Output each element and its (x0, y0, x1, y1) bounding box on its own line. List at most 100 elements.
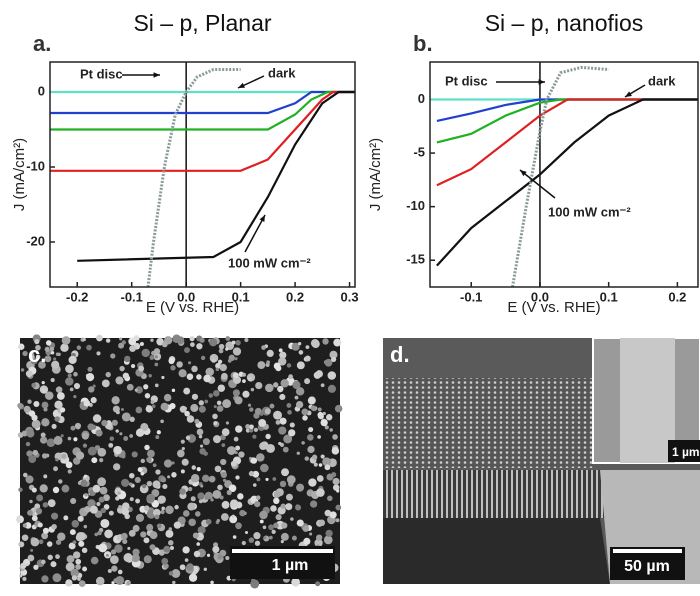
grain (115, 429, 119, 433)
grain (163, 459, 173, 468)
grain (295, 400, 304, 409)
grain (19, 574, 23, 578)
grain (80, 479, 88, 487)
grain (335, 504, 342, 511)
grain (16, 515, 24, 524)
grain (325, 529, 333, 537)
grain (200, 484, 204, 488)
grain (212, 435, 222, 444)
grain (34, 339, 40, 345)
grain (26, 450, 33, 457)
grain (226, 489, 232, 496)
grain (220, 513, 229, 521)
grain (22, 523, 28, 528)
grain (124, 355, 131, 363)
panel-label: b. (413, 31, 433, 56)
grain (54, 416, 60, 422)
grain (302, 415, 308, 421)
grain (315, 581, 321, 587)
grain (90, 556, 99, 565)
grain (160, 402, 169, 411)
grain (38, 361, 46, 369)
grain (101, 419, 108, 427)
grain (109, 555, 119, 565)
grain (278, 348, 283, 353)
grain (270, 505, 277, 512)
grain (87, 499, 96, 508)
grain (121, 478, 130, 487)
grain (273, 491, 281, 498)
grain (254, 501, 261, 508)
grain (212, 545, 220, 553)
grain (191, 393, 199, 400)
grain (83, 474, 88, 478)
grain (259, 510, 268, 520)
grain (44, 391, 54, 400)
grain (165, 505, 174, 515)
grain (298, 350, 304, 355)
grain (281, 468, 290, 477)
series-annotation: 100 mW cm⁻² (548, 204, 631, 219)
grain (198, 400, 204, 406)
grain (29, 499, 33, 504)
grain (198, 405, 206, 413)
grain (244, 530, 249, 535)
grain (190, 342, 195, 347)
grain (198, 499, 203, 504)
grain (278, 426, 287, 435)
grain (109, 436, 115, 441)
grain (115, 575, 125, 585)
grain (194, 418, 200, 424)
grain (307, 434, 314, 441)
grain (110, 549, 117, 555)
grain (263, 536, 267, 540)
grain (180, 469, 185, 474)
grain (324, 425, 329, 430)
grain (234, 396, 243, 405)
grain (21, 534, 29, 542)
grain (25, 370, 33, 378)
grain (42, 527, 49, 534)
grain (90, 397, 97, 404)
grain (286, 475, 296, 484)
grain (200, 444, 204, 448)
grain (273, 362, 281, 370)
x-tick-label: -0.2 (66, 289, 88, 304)
grain (152, 508, 161, 517)
grain (279, 480, 287, 488)
grain (154, 362, 159, 367)
grain (139, 341, 144, 347)
grain (96, 351, 101, 356)
grain (161, 506, 166, 511)
grain (280, 540, 284, 544)
grain (129, 434, 134, 438)
x-axis-label: E (V vs. RHE) (146, 299, 239, 316)
grain (222, 399, 232, 409)
grain (92, 384, 96, 388)
grain (316, 488, 325, 497)
grain (205, 518, 212, 525)
grain (225, 555, 230, 561)
grain (55, 458, 59, 462)
scale-bar-label: 50 µm (624, 558, 670, 575)
grain (60, 343, 69, 352)
grain (316, 534, 323, 541)
grain (265, 383, 274, 393)
grain (82, 566, 88, 572)
grain (135, 498, 141, 504)
grain (77, 515, 84, 522)
y-tick-label: -5 (413, 145, 425, 160)
grain (129, 497, 134, 502)
grain (184, 410, 190, 417)
grain (174, 504, 179, 510)
arrow-head (538, 79, 545, 85)
grain (273, 522, 279, 529)
grain (138, 365, 145, 372)
grain (332, 434, 338, 440)
y-tick-label: -20 (26, 233, 45, 248)
grain (297, 342, 302, 346)
grain (211, 358, 216, 363)
grain (313, 462, 318, 467)
grain (281, 522, 288, 529)
grain (292, 380, 301, 390)
